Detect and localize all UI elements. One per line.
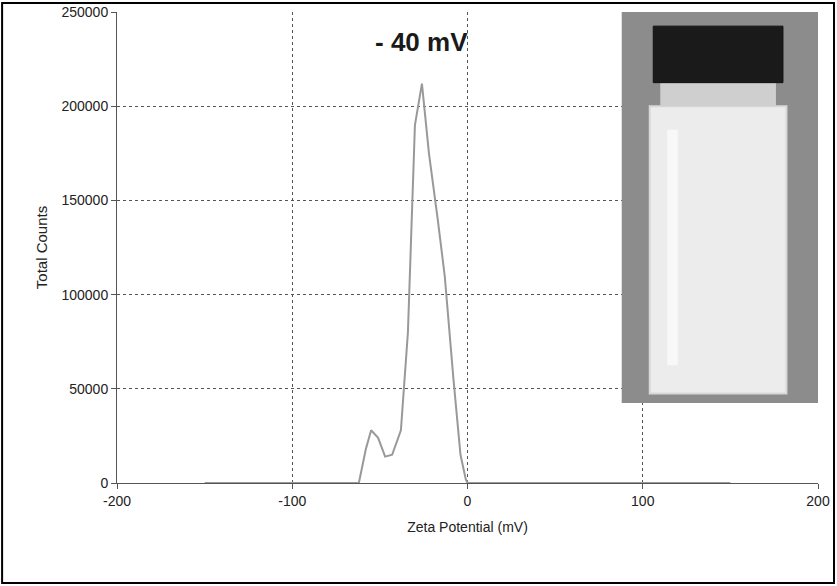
svg-text:Total Counts: Total Counts	[33, 206, 50, 289]
svg-text:50000: 50000	[69, 381, 108, 397]
svg-text:250000: 250000	[61, 4, 108, 20]
svg-text:200000: 200000	[61, 98, 108, 114]
svg-text:100000: 100000	[61, 287, 108, 303]
svg-text:Zeta Potential (mV): Zeta Potential (mV)	[407, 519, 528, 535]
svg-text:-100: -100	[278, 493, 306, 509]
svg-text:- 40 mV: - 40 mV	[375, 27, 468, 57]
svg-text:100: 100	[631, 493, 655, 509]
svg-text:200: 200	[806, 493, 830, 509]
svg-text:150000: 150000	[61, 192, 108, 208]
svg-text:-200: -200	[103, 493, 131, 509]
svg-text:0: 0	[464, 493, 472, 509]
svg-text:0: 0	[100, 475, 108, 491]
